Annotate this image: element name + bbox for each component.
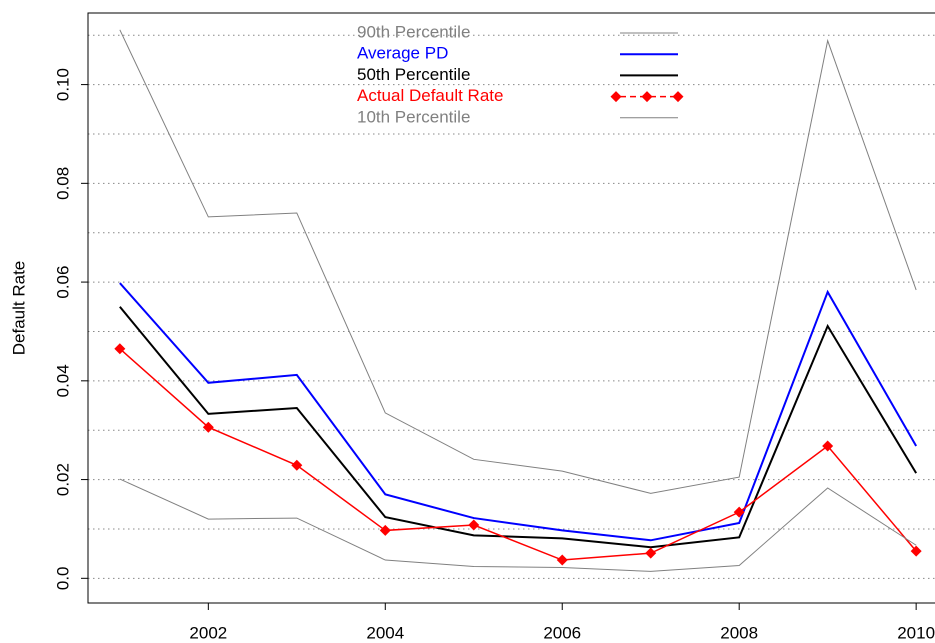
point-marker <box>645 547 657 559</box>
series-line <box>119 478 917 572</box>
y-axis-label: Default Rate <box>9 261 28 356</box>
point-marker <box>822 440 834 452</box>
legend-label: 90th Percentile <box>357 22 470 41</box>
point-marker <box>910 545 922 557</box>
series-line <box>119 282 918 542</box>
legend-label: Actual Default Rate <box>357 86 503 105</box>
x-tick-label: 2010 <box>897 623 935 642</box>
y-tick-label: 0.0 <box>53 566 72 590</box>
x-tick-label: 2008 <box>720 623 758 642</box>
point-marker <box>733 506 745 518</box>
x-tick-label: 2002 <box>189 623 227 642</box>
series-line <box>119 306 918 549</box>
legend-marker <box>610 91 622 103</box>
point-marker <box>468 519 480 531</box>
point-marker <box>291 459 303 471</box>
legend-label: 50th Percentile <box>357 65 470 84</box>
point-marker <box>556 554 568 566</box>
legend-label: Average PD <box>357 44 448 63</box>
y-tick-label: 0.06 <box>53 266 72 299</box>
point-marker <box>202 421 214 433</box>
point-marker <box>379 524 391 536</box>
legend-marker <box>641 91 653 103</box>
y-tick-label: 0.04 <box>53 364 72 397</box>
x-tick-label: 2004 <box>366 623 404 642</box>
x-tick-label: 2006 <box>543 623 581 642</box>
point-marker <box>114 343 126 355</box>
legend-marker <box>672 91 684 103</box>
y-tick-label: 0.10 <box>53 68 72 101</box>
y-tick-label: 0.08 <box>53 167 72 200</box>
series-line <box>119 29 917 494</box>
y-tick-label: 0.02 <box>53 463 72 496</box>
plot-frame <box>87 12 935 604</box>
legend-label: 10th Percentile <box>357 107 470 126</box>
series-line <box>119 348 917 561</box>
